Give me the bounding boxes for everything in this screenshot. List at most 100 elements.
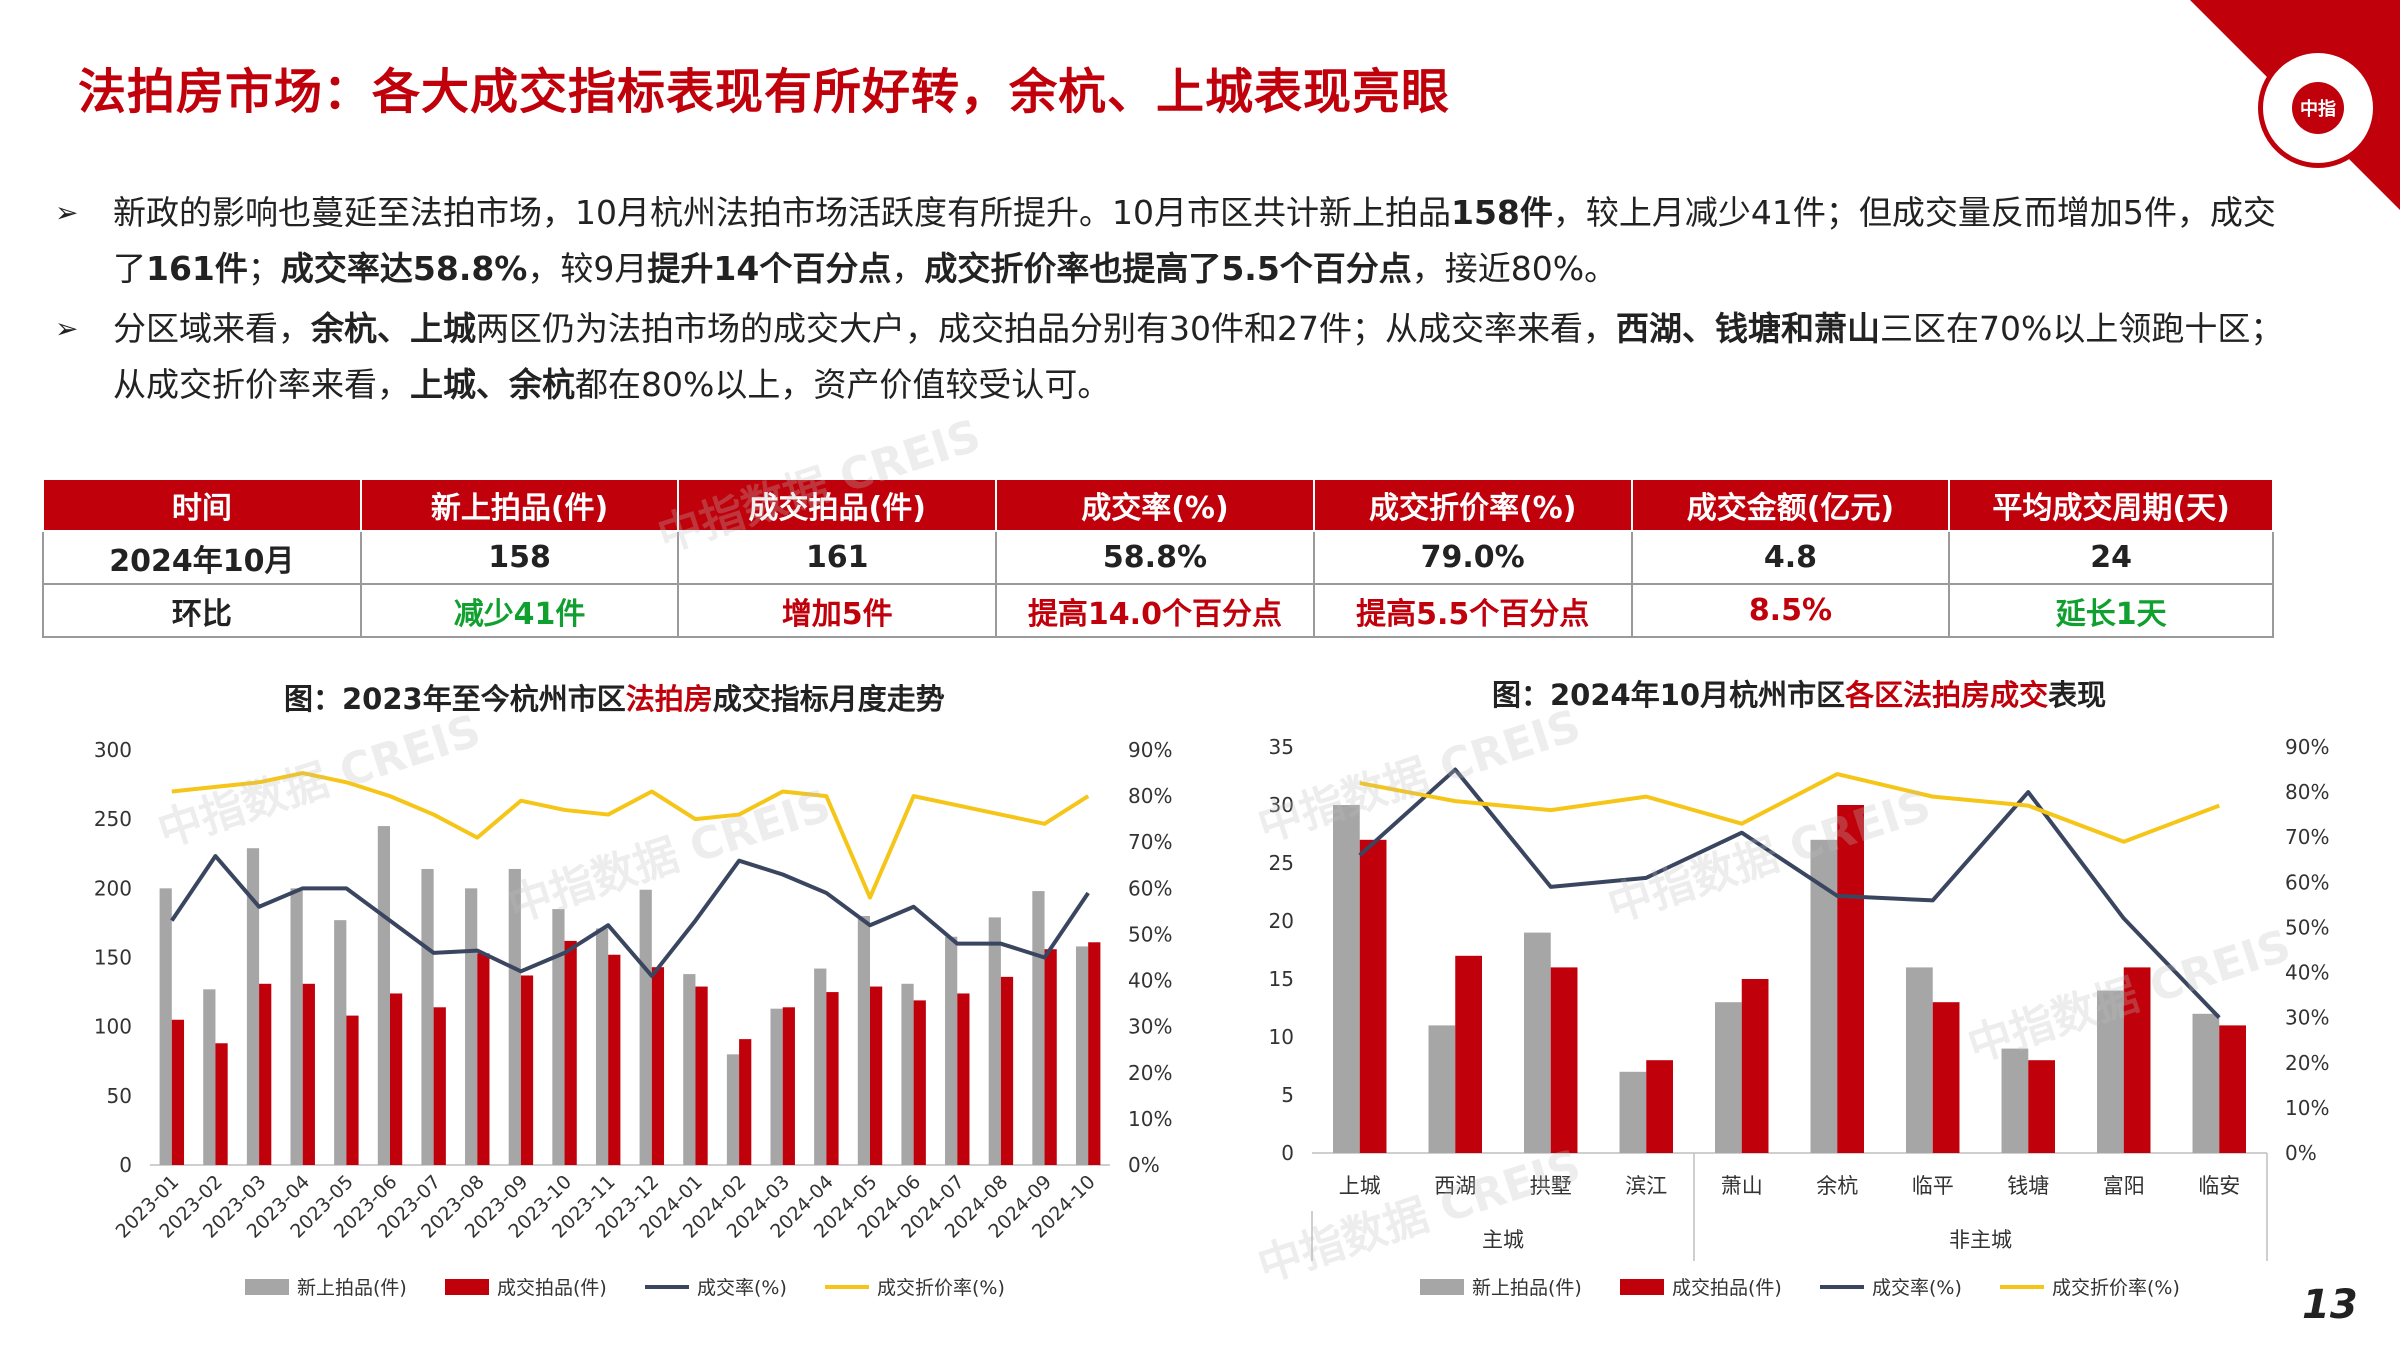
y-left-tick-label: 35 — [1269, 735, 1294, 759]
legend-label: 成交折价率(%) — [2052, 1277, 2180, 1299]
deal-bar — [651, 967, 665, 1165]
table-header-cell: 平均成交周期(天) — [1948, 478, 2274, 532]
new-listing-bar — [552, 909, 565, 1165]
bullet-text: 分区域来看， — [113, 309, 311, 348]
new-listing-bar — [988, 917, 1001, 1165]
table-cell: 提高14.0个百分点 — [995, 583, 1315, 638]
bullet-text: ，较9月 — [527, 249, 648, 288]
deal-bar — [171, 1019, 185, 1165]
table-cell: 8.5% — [1630, 583, 1951, 638]
y-right-tick-label: 90% — [2285, 735, 2329, 759]
bullet-bold-text: 成交折价率也提高了5.5个百分点 — [924, 249, 1412, 288]
bullet-text: 两区仍为法拍市场的成交大户，成交拍品分别有30件和27件；从成交率来看， — [476, 309, 1616, 348]
y-right-tick-label: 70% — [2285, 825, 2329, 849]
table-cell: 环比 — [42, 583, 362, 638]
x-tick-label: 富阳 — [2103, 1174, 2145, 1198]
discount-rate-line — [1359, 772, 2220, 844]
summary-table: 时间 新上拍品(件) 成交拍品(件) 成交率(%) 成交折价率(%) 成交金额(亿元) 平均… — [42, 478, 2274, 638]
legend-label: 新上拍品(件) — [1472, 1277, 1582, 1299]
table-header-cell: 时间 — [42, 478, 362, 532]
bullet-text: ，较上月减少41件；但成交量反而增加5件，成交了 — [113, 193, 2276, 288]
legend-swatch — [445, 1279, 489, 1295]
y-right-tick-label: 20% — [1128, 1061, 1172, 1085]
deal-bar — [2123, 967, 2151, 1153]
y-right-tick-label: 30% — [1128, 1015, 1172, 1039]
y-right-tick-label: 60% — [2285, 870, 2329, 894]
y-right-tick-label: 0% — [2285, 1141, 2317, 1165]
y-left-tick-label: 200 — [94, 876, 132, 900]
table-cell: 提高5.5个百分点 — [1312, 583, 1633, 638]
bullet-item: ➢ 分区域来看，余杭、上城两区仍为法拍市场的成交大户，成交拍品分别有30件和27件… — [55, 301, 2295, 413]
legend-label: 成交折价率(%) — [877, 1277, 1005, 1299]
y-right-tick-label: 70% — [1128, 830, 1172, 854]
legend-label: 新上拍品(件) — [297, 1277, 407, 1299]
legend-label: 成交率(%) — [697, 1277, 787, 1299]
table-cell: 减少41件 — [359, 583, 680, 638]
y-left-tick-label: 5 — [1281, 1083, 1294, 1107]
x-tick-label: 余杭 — [1816, 1174, 1858, 1198]
deal-bar — [739, 1039, 752, 1165]
new-listing-bar — [1619, 1071, 1647, 1153]
new-listing-bar — [1032, 891, 1045, 1165]
chart-2-title: 图：2024年10月杭州市区各区法拍房成交表现 — [1492, 672, 2106, 714]
deal-bar — [346, 1015, 359, 1165]
table-header-cell: 新上拍品(件) — [359, 478, 680, 532]
deal-bar — [215, 1043, 228, 1165]
group-label: 主城 — [1482, 1228, 1524, 1252]
table-cell: 24 — [1948, 530, 2274, 585]
deal-bar — [870, 986, 883, 1165]
deal-bar — [2028, 1060, 2055, 1153]
y-left-tick-label: 0 — [1281, 1141, 1294, 1165]
deal-bar — [1646, 1060, 1673, 1153]
deal-bar — [1550, 967, 1578, 1153]
bullet-bold-text: 成交率达58.8% — [280, 249, 528, 288]
new-listing-bar — [203, 989, 216, 1165]
x-tick-label: 滨江 — [1625, 1174, 1667, 1198]
deal-bar — [695, 986, 708, 1165]
bullet-list: ➢ 新政的影响也蔓延至法拍市场，10月杭州法拍市场活跃度有所提升。10月市区共计新… — [55, 185, 2295, 417]
new-listing-bar — [2192, 1013, 2220, 1153]
y-right-tick-label: 30% — [2285, 1006, 2329, 1030]
legend-label: 成交拍品(件) — [1672, 1277, 1782, 1299]
table-cell: 79.0% — [1312, 530, 1633, 585]
new-listing-bar — [857, 916, 870, 1165]
new-listing-bar — [1524, 932, 1551, 1153]
chart-title-part: 图：2023年至今杭州市区 — [284, 682, 626, 716]
table-cell: 4.8 — [1630, 530, 1951, 585]
bullet-text: ， — [891, 249, 925, 288]
bullet-bold-text: 161件 — [146, 249, 248, 288]
y-left-tick-label: 10 — [1269, 1025, 1294, 1049]
table-cell: 158 — [359, 530, 680, 585]
deal-rate-line — [170, 854, 1090, 978]
chart-1-title: 图：2023年至今杭州市区法拍房成交指标月度走势 — [284, 676, 945, 718]
y-right-tick-label: 20% — [2285, 1051, 2329, 1075]
new-listing-bar — [1333, 805, 1360, 1153]
y-left-tick-label: 25 — [1269, 851, 1294, 875]
y-right-tick-label: 40% — [1128, 969, 1172, 993]
new-listing-bar — [1428, 1025, 1456, 1153]
chart-title-part: 图：2024年10月杭州市区 — [1492, 678, 1846, 712]
y-right-tick-label: 10% — [2285, 1096, 2329, 1120]
x-tick-label: 拱墅 — [1530, 1174, 1572, 1198]
bullet-bold-text: 西湖、钱塘和萧山 — [1615, 309, 1880, 348]
new-listing-bar — [901, 983, 914, 1165]
deal-bar — [259, 983, 272, 1165]
new-listing-bar — [1715, 1002, 1742, 1153]
table-header-cell: 成交率(%) — [995, 478, 1315, 532]
x-tick-label: 临平 — [1912, 1174, 1954, 1198]
new-listing-bar — [945, 936, 958, 1165]
new-listing-bar — [814, 968, 827, 1165]
deal-bar — [826, 992, 839, 1165]
bullet-text: 都在80%以上，资产价值较受认可。 — [575, 365, 1111, 404]
logo-mark: 中指 — [2292, 82, 2344, 134]
china-index-academy-logo: 中指 — [2258, 48, 2378, 168]
chart-title-part: 成交指标月度走势 — [712, 682, 945, 716]
legend-label: 成交拍品(件) — [497, 1277, 607, 1299]
page-title: 法拍房市场：各大成交指标表现有所好转，余杭、上城表现亮眼 — [78, 64, 1451, 120]
chart-title-part: 法拍房 — [625, 682, 713, 716]
legend-label: 成交率(%) — [1872, 1277, 1962, 1299]
deal-bar — [1000, 976, 1014, 1165]
new-listing-bar — [2001, 1048, 2029, 1153]
deal-bar — [520, 975, 534, 1165]
deal-bar — [957, 993, 970, 1165]
